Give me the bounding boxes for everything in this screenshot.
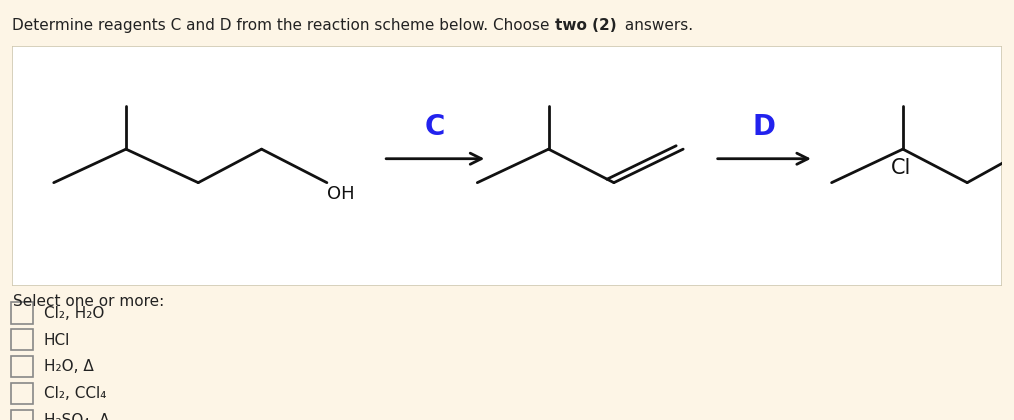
- FancyBboxPatch shape: [11, 410, 33, 420]
- Text: H₂O, Δ: H₂O, Δ: [44, 360, 93, 374]
- FancyBboxPatch shape: [12, 46, 1002, 286]
- FancyBboxPatch shape: [11, 356, 33, 377]
- FancyBboxPatch shape: [11, 383, 33, 404]
- Text: two (2): two (2): [555, 18, 617, 33]
- Text: HCl: HCl: [44, 333, 70, 347]
- FancyBboxPatch shape: [11, 329, 33, 350]
- Text: Cl₂, CCl₄: Cl₂, CCl₄: [44, 386, 106, 401]
- Text: answers.: answers.: [620, 18, 693, 33]
- Text: Select one or more:: Select one or more:: [13, 294, 164, 309]
- Text: H₂SO₄, Δ: H₂SO₄, Δ: [44, 413, 110, 420]
- FancyBboxPatch shape: [11, 302, 33, 323]
- Text: OH: OH: [327, 185, 355, 203]
- Text: Cl: Cl: [890, 158, 911, 178]
- Text: Determine reagents C and D from the reaction scheme below. Choose: Determine reagents C and D from the reac…: [12, 18, 555, 33]
- Text: C: C: [425, 113, 445, 141]
- Text: Cl₂, H₂O: Cl₂, H₂O: [44, 306, 104, 320]
- Text: D: D: [752, 113, 776, 141]
